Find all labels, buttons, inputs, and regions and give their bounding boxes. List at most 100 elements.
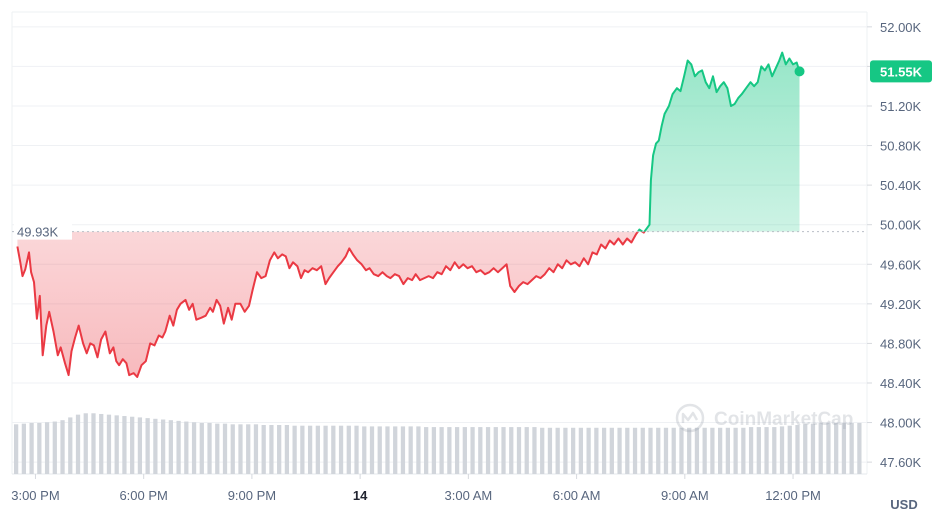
- volume-bar: [83, 413, 88, 474]
- volume-bar: [679, 427, 684, 474]
- volume-bar: [601, 427, 607, 474]
- volume-bar: [632, 427, 638, 474]
- volume-bar: [694, 427, 700, 474]
- volume-bar: [300, 425, 305, 474]
- volume-bar: [284, 425, 290, 474]
- volume-bar: [462, 427, 467, 474]
- volume-bar: [222, 423, 228, 474]
- volume-bar: [393, 426, 398, 474]
- volume-bar: [733, 427, 738, 474]
- volume-bar: [787, 425, 792, 474]
- current-price-dot: [794, 66, 805, 77]
- volume-bar: [130, 416, 135, 474]
- open-price-label-text: 49.93K: [17, 225, 59, 240]
- x-tick-label: 9:00 AM: [661, 488, 709, 503]
- volume-bar: [795, 425, 800, 474]
- currency-label: USD: [890, 497, 917, 512]
- volume-bar: [818, 422, 823, 474]
- volume-bar: [331, 425, 336, 474]
- volume-bar: [362, 426, 367, 474]
- volume-bar: [416, 426, 421, 474]
- coinmarketcap-logo-mark: [681, 411, 699, 423]
- volume-bar: [14, 424, 19, 474]
- volume-bar: [617, 427, 622, 474]
- volume-bar: [516, 427, 522, 474]
- volume-bar: [99, 413, 104, 474]
- volume-bar: [338, 425, 344, 474]
- volume-bar: [454, 427, 460, 474]
- volume-bar: [346, 425, 351, 474]
- volume-bar: [772, 427, 777, 474]
- volume-bar: [656, 427, 661, 474]
- y-tick-label: 52.00K: [880, 20, 922, 35]
- volume-bar: [748, 427, 754, 474]
- volume-bar: [663, 427, 669, 474]
- volume-bar: [292, 425, 297, 474]
- volume-bar: [238, 424, 243, 474]
- y-tick-label: 48.00K: [880, 416, 922, 431]
- volume-bar: [625, 427, 630, 474]
- volume-bar: [75, 414, 81, 474]
- volume-bar: [122, 416, 127, 474]
- volume-bar: [555, 427, 560, 474]
- volume-bar: [52, 421, 57, 474]
- volume-bar: [91, 413, 96, 474]
- x-tick-label: 12:00 PM: [765, 488, 821, 503]
- volume-bar: [230, 424, 235, 474]
- current-price-badge-text: 51.55K: [880, 64, 923, 79]
- volume-bar: [153, 418, 158, 474]
- x-tick-label: 9:00 PM: [228, 488, 276, 503]
- volume-bar: [21, 423, 26, 474]
- x-tick-label: 6:00 PM: [119, 488, 167, 503]
- volume-bar: [571, 427, 576, 474]
- y-axis: 52.00K51.60K51.20K50.80K50.40K50.00K49.6…: [867, 20, 922, 470]
- volume-bar: [779, 426, 785, 474]
- volume-bar: [547, 427, 553, 474]
- volume-bar: [377, 426, 382, 474]
- volume-bar: [408, 426, 413, 474]
- area-fills: [17, 52, 800, 377]
- y-tick-label: 47.60K: [880, 455, 922, 470]
- volume-bar: [702, 427, 707, 474]
- volume-bar: [857, 422, 862, 474]
- volume-bar: [37, 422, 42, 474]
- volume-bar: [578, 427, 584, 474]
- current-price-badge-bg: [870, 60, 932, 83]
- area-fill-down: [17, 231, 645, 377]
- x-tick-label: 14: [353, 488, 368, 503]
- volume-bar: [710, 427, 715, 474]
- y-tick-label: 49.60K: [880, 257, 922, 272]
- x-tick-label: 3:00 PM: [11, 488, 59, 503]
- volume-bar: [485, 427, 491, 474]
- volume-bar: [369, 426, 375, 474]
- volume-bar: [563, 427, 568, 474]
- volume-bar: [246, 424, 251, 474]
- open-price-label-bg: [14, 222, 72, 240]
- volume-bar: [261, 425, 266, 474]
- volume-bar: [764, 427, 769, 474]
- y-tick-label: 48.80K: [880, 336, 922, 351]
- volume-bar: [509, 427, 514, 474]
- volume-bar: [439, 427, 444, 474]
- y-tick-label: 49.20K: [880, 297, 922, 312]
- open-price-label: 49.93K: [14, 222, 72, 240]
- volume-bar: [215, 423, 220, 474]
- area-fill-up: [17, 52, 800, 232]
- x-axis: 3:00 PM 6:00 PM 9:00 PM 14 3:00 AM 6:00 AM 9:0…: [11, 474, 821, 503]
- price-line-up: [636, 51, 801, 232]
- volume-bar: [68, 417, 73, 474]
- volume-bar: [106, 414, 112, 474]
- y-tick-label: 50.00K: [880, 218, 922, 233]
- volume-bar: [470, 427, 475, 474]
- price-line-down: [16, 231, 646, 378]
- volume-bar: [315, 425, 320, 474]
- volume-bar: [501, 427, 506, 474]
- volume-bar: [44, 422, 50, 474]
- volume-bar: [145, 418, 150, 474]
- volume-bar: [29, 422, 34, 474]
- coinmarketcap-logo-icon: [675, 403, 705, 433]
- volume-bar: [137, 417, 143, 474]
- volume-bar: [524, 427, 529, 474]
